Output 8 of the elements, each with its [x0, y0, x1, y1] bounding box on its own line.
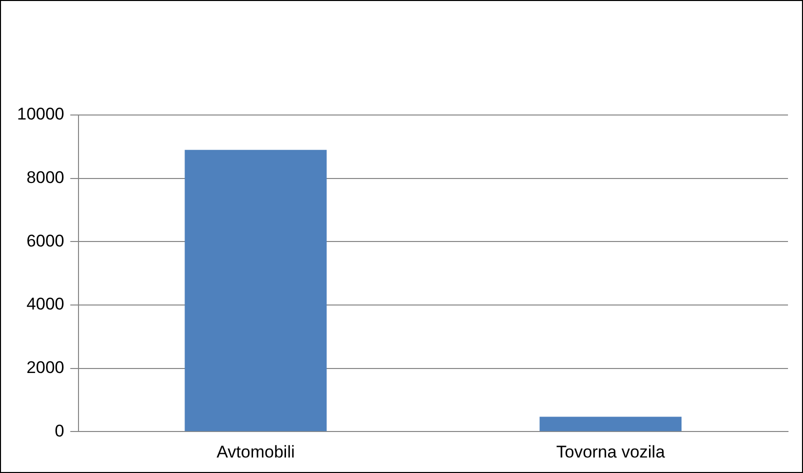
y-tick-label: 8000 — [26, 168, 64, 188]
y-tick-label: 0 — [54, 421, 64, 440]
y-tick-label: 10000 — [16, 104, 64, 124]
y-tick-label: 4000 — [26, 294, 64, 314]
x-tick-label: Avtomobili — [216, 442, 295, 462]
y-tick-label: 6000 — [26, 231, 64, 250]
y-tick-label: 2000 — [26, 358, 64, 377]
x-tick-label: Tovorna vozila — [556, 442, 666, 462]
